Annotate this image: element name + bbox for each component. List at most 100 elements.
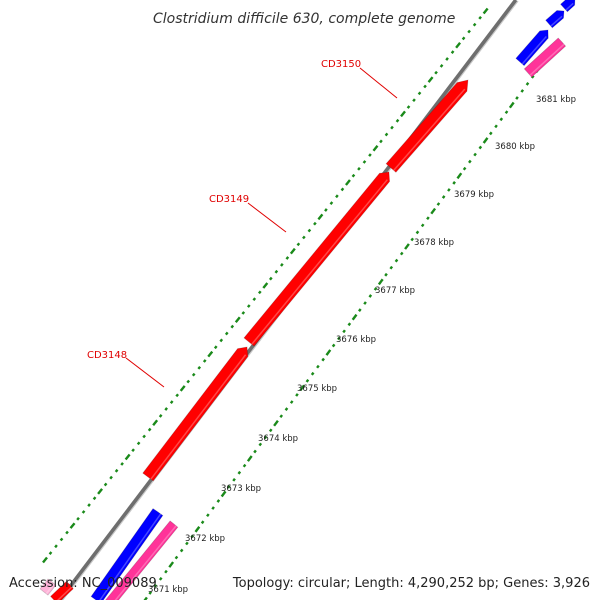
tick-mark — [263, 435, 268, 440]
tick-mark — [109, 475, 113, 480]
tick-mark — [227, 485, 231, 489]
gene-label-cd3150[interactable]: CD3150 — [321, 59, 398, 99]
tick-mark — [420, 223, 425, 228]
accession-text: Accession: NC_009089 — [9, 576, 157, 591]
tick-mark — [317, 213, 324, 221]
tick-label-3676: 3676 kbp — [336, 335, 376, 345]
tick-mark — [462, 166, 467, 171]
tick-mark — [520, 89, 525, 93]
gene-label-cd3149[interactable]: CD3149 — [209, 194, 287, 233]
tick-label-3680: 3680 kbp — [495, 142, 535, 152]
tick-mark — [310, 371, 315, 376]
tick-mark — [219, 338, 224, 343]
tick-label-3677: 3677 kbp — [375, 286, 415, 296]
tick-mark — [362, 160, 367, 164]
tick-label-3672: 3672 kbp — [185, 534, 225, 544]
gene-label-text: CD3148 — [87, 350, 127, 361]
gene-cd3149 — [251, 179, 388, 345]
tick-mark — [285, 256, 290, 260]
feature-blue — [560, 0, 576, 13]
tick-mark — [423, 84, 427, 89]
tick-mark — [216, 499, 221, 503]
tick-mark — [289, 247, 296, 255]
tick-mark — [232, 477, 236, 482]
tick-mark — [246, 304, 251, 308]
tick-mark — [467, 29, 471, 34]
tick-label-3681: 3681 kbp — [536, 95, 576, 105]
tick-mark — [302, 235, 306, 240]
tick-mark — [430, 207, 437, 215]
tick-mark — [379, 139, 383, 144]
tick-mark — [241, 311, 246, 315]
tick-mark — [179, 548, 184, 553]
tick-mark — [372, 144, 379, 152]
tick-mark — [273, 419, 279, 427]
tick-mark — [472, 22, 477, 27]
tick-mark — [142, 434, 146, 439]
feature-track — [39, 0, 576, 600]
tick-mark — [147, 427, 152, 432]
tick-mark — [185, 541, 189, 546]
tick-mark — [242, 463, 247, 468]
tick-mark — [358, 308, 362, 312]
scale-labels: 3671 kbp 3672 kbp 3673 kbp 3674 kbp 3675… — [148, 95, 576, 595]
tick-mark — [456, 172, 463, 180]
right-tick-track — [143, 39, 561, 600]
tick-mark — [220, 490, 227, 498]
tick-mark — [525, 82, 530, 86]
tick-mark — [337, 336, 341, 341]
tick-mark — [313, 221, 317, 226]
feature-pink-light — [39, 578, 57, 596]
feature-blue — [515, 29, 549, 67]
tick-mark — [211, 506, 215, 510]
gene-label-cd3148[interactable]: CD3148 — [87, 350, 165, 388]
tick-mark — [340, 187, 345, 192]
tick-mark — [54, 544, 58, 549]
tick-mark — [368, 153, 372, 157]
gene-label-text: CD3149 — [209, 194, 249, 205]
feature-blue — [99, 513, 162, 600]
tick-mark — [373, 287, 378, 291]
tick-mark — [316, 364, 320, 369]
tick-mark — [394, 258, 399, 263]
tick-mark — [478, 15, 482, 20]
tick-mark — [335, 194, 339, 199]
tick-mark — [190, 534, 194, 539]
tick-mark — [377, 278, 384, 286]
tick-mark — [329, 201, 334, 205]
tick-mark — [69, 522, 76, 529]
gene-cd3150 — [385, 79, 469, 173]
gene-cd3150 — [393, 88, 466, 171]
tick-label-3675: 3675 kbp — [297, 384, 337, 394]
tick-mark — [224, 331, 229, 336]
feature-blue — [565, 2, 574, 11]
tick-mark — [186, 379, 191, 384]
tick-mark — [65, 530, 69, 535]
tick-mark — [508, 101, 515, 109]
tick-mark — [289, 400, 294, 404]
tick-mark — [97, 488, 104, 495]
tick-label-3671: 3671 kbp — [148, 585, 188, 595]
tick-mark — [363, 301, 367, 305]
feature-red-small — [50, 580, 74, 600]
feature-blue — [521, 36, 547, 65]
feature-blue — [90, 508, 164, 600]
gene-label-text: CD3150 — [321, 59, 361, 70]
tick-mark — [42, 556, 48, 564]
tick-mark — [197, 365, 202, 370]
tick-mark — [152, 419, 159, 426]
tick-mark — [478, 145, 483, 150]
tick-mark — [253, 449, 257, 454]
tick-mark — [399, 251, 404, 256]
tick-mark — [450, 50, 455, 54]
tick-mark — [230, 324, 235, 329]
tick-mark — [515, 96, 519, 100]
tick-mark — [252, 297, 257, 302]
feature-pink-light — [45, 583, 55, 595]
tick-mark — [269, 276, 273, 281]
tick-mark — [461, 36, 466, 41]
tick-mark — [207, 350, 214, 358]
tick-mark — [400, 110, 406, 118]
tick-mark — [347, 322, 352, 327]
map-title: Clostridium difficile 630, complete geno… — [153, 11, 455, 27]
